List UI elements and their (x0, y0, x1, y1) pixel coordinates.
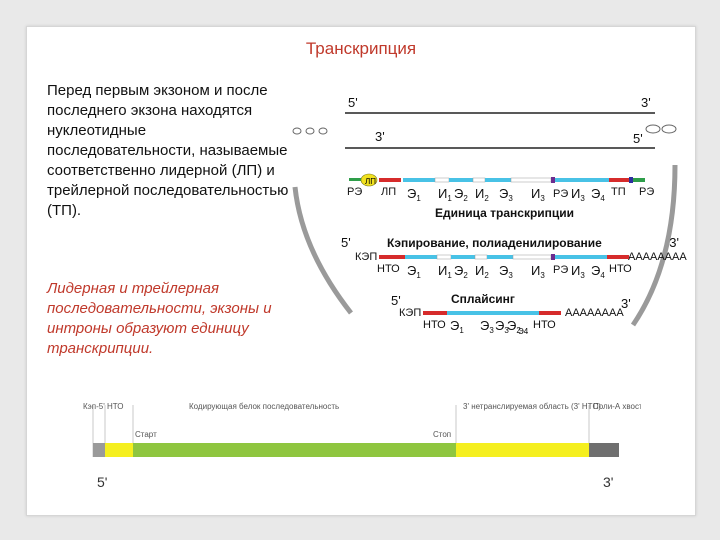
transcription-diagram: 5' 3' 3' 5' ЛП РЭ ЛП Э1 И1 Э2 (292, 95, 687, 336)
row2-nto-left: НТО (377, 263, 400, 275)
row3-segments (423, 311, 561, 315)
r2-i2: И2 (475, 263, 489, 280)
summary-paragraph: Лидерная и трейлерная последовательности… (47, 280, 272, 357)
tp-label: ТП (611, 186, 626, 198)
start-label: Старт (135, 430, 157, 439)
r2-i1: И1 (438, 263, 452, 280)
r3-e1: Э1 (450, 318, 464, 335)
r1-i3: И3 (531, 186, 545, 203)
lp-label: ЛП (381, 186, 396, 198)
row3-cap: КЭП (399, 307, 421, 319)
capping-step-label: Кэпирование, полиаденилирование (387, 236, 602, 250)
r1-i2: И2 (475, 186, 489, 203)
r2-re-mid: РЭ (553, 264, 568, 276)
slide-title: Транскрипция (305, 39, 417, 58)
r2-i3: И3 (531, 263, 545, 280)
stop-label: Стоп (433, 430, 451, 439)
coding-segment (133, 443, 456, 457)
row2-segments (379, 254, 629, 260)
row3-nto-left: НТО (423, 319, 446, 331)
r3-e3: Э3 (480, 318, 494, 335)
dna-3-label: 3' (641, 95, 651, 110)
row3-polya: АААААААА (565, 307, 624, 319)
r2-e2: Э2 (454, 263, 468, 280)
right-arc (630, 164, 678, 327)
utr3-label: 3' нетранслируемая область (3' НТС) (463, 402, 601, 411)
lp-mark: ЛП (365, 177, 376, 186)
r1-re-mid: РЭ (553, 188, 568, 200)
r3-e4: Э4 (518, 327, 529, 336)
dna-5-label: 5' (348, 95, 358, 110)
r1-i3b: И3 (571, 186, 585, 203)
mrna-structure-diagram: Кэп-5' НТО Кодирующая белок последовател… (83, 402, 641, 490)
r2-i3b: И3 (571, 263, 585, 280)
r1-e1: Э1 (407, 186, 421, 203)
row2-polya: АААААААА (628, 251, 687, 263)
polya-segment (589, 443, 619, 457)
cap-5-nto-label: Кэп-5' НТО (83, 402, 123, 411)
r1-e2: Э2 (454, 186, 468, 203)
utr5-segment (105, 443, 133, 457)
row3-5-label: 5' (391, 293, 401, 308)
splicing-step-label: Сплайсинг (451, 292, 515, 306)
mrna-5-label: 5' (97, 474, 107, 490)
description-paragraph: Перед первым экзоном и после последнего … (47, 82, 289, 219)
row1-3-label: 3' (375, 129, 385, 144)
r1-i1: И1 (438, 186, 452, 203)
r1-e3: Э3 (499, 186, 513, 203)
r2-e3: Э3 (499, 263, 513, 280)
row3-3-label: 3' (621, 296, 631, 311)
polya-label: Поли-А хвост (593, 402, 641, 411)
row2-5-label: 5' (341, 235, 351, 250)
r2-e1: Э1 (407, 263, 421, 280)
row1-5-label: 5' (633, 131, 643, 146)
row3-nto-right: НТО (533, 319, 556, 331)
re-right: РЭ (639, 186, 654, 198)
gene-segments (349, 173, 645, 187)
slide: Транскрипция Перед первым экзоном и посл… (26, 26, 696, 516)
transcription-unit-label: Единица транскрипции (435, 206, 574, 220)
row2-nto-right: НТО (609, 263, 632, 275)
r2-e4: Э4 (591, 263, 605, 280)
r3-e3b: Э3 (495, 318, 509, 335)
mrna-3-label: 3' (603, 474, 613, 490)
r1-e4: Э4 (591, 186, 605, 203)
row2-cap: КЭП (355, 251, 377, 263)
row2-3-label: 3' (669, 235, 679, 250)
dna-loops (292, 124, 677, 135)
re-left: РЭ (347, 186, 362, 198)
utr3-segment (456, 443, 589, 457)
r3-e2: Э2 (507, 318, 521, 335)
coding-sequence-label: Кодирующая белок последовательность (189, 402, 339, 411)
cap-segment (93, 443, 105, 457)
left-arc (292, 186, 353, 315)
